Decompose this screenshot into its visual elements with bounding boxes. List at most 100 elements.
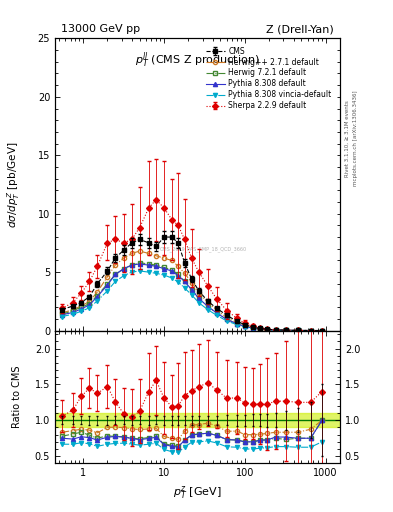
Herwig++ 2.7.1 default [189, 280, 194, 286]
Herwig++ 2.7.1 default [154, 253, 158, 259]
Pythia 8.308 default [169, 268, 174, 274]
Herwig 7.2.1 default [176, 271, 180, 278]
Herwig 7.2.1 default [295, 327, 300, 333]
Pythia 8.308 vincia-default [215, 312, 219, 318]
Pythia 8.308 default [147, 262, 151, 268]
Herwig++ 2.7.1 default [283, 327, 288, 333]
Pythia 8.308 default [189, 287, 194, 293]
Herwig 7.2.1 default [60, 311, 64, 317]
Herwig++ 2.7.1 default [113, 262, 118, 268]
Pythia 8.308 vincia-default [320, 328, 324, 334]
Line: Pythia 8.308 vincia-default: Pythia 8.308 vincia-default [60, 269, 324, 333]
Pythia 8.308 default [71, 309, 75, 315]
Herwig++ 2.7.1 default [129, 250, 134, 257]
Herwig++ 2.7.1 default [182, 270, 187, 276]
Pythia 8.308 default [79, 306, 84, 312]
Herwig 7.2.1 default [121, 266, 126, 272]
Herwig 7.2.1 default [95, 292, 100, 298]
Herwig 7.2.1 default [206, 304, 210, 310]
Pythia 8.308 vincia-default [242, 324, 247, 330]
Herwig++ 2.7.1 default [250, 325, 255, 331]
Herwig++ 2.7.1 default [87, 298, 92, 305]
Herwig 7.2.1 default [273, 327, 278, 333]
Herwig 7.2.1 default [196, 295, 201, 302]
Herwig++ 2.7.1 default [71, 307, 75, 313]
Herwig++ 2.7.1 default [215, 307, 219, 313]
Pythia 8.308 default [235, 321, 239, 327]
Y-axis label: Ratio to CMS: Ratio to CMS [12, 366, 22, 428]
Pythia 8.308 vincia-default [129, 269, 134, 275]
Pythia 8.308 default [176, 272, 180, 279]
Herwig 7.2.1 default [147, 261, 151, 267]
Pythia 8.308 default [320, 328, 324, 334]
Pythia 8.308 vincia-default [121, 272, 126, 279]
Pythia 8.308 vincia-default [235, 322, 239, 328]
Herwig 7.2.1 default [154, 262, 158, 268]
Pythia 8.308 default [308, 328, 313, 334]
Herwig 7.2.1 default [250, 325, 255, 331]
Pythia 8.308 default [283, 327, 288, 333]
Pythia 8.308 vincia-default [169, 275, 174, 281]
Pythia 8.308 default [129, 262, 134, 268]
Herwig 7.2.1 default [79, 304, 84, 310]
Pythia 8.308 default [265, 327, 270, 333]
Pythia 8.308 default [273, 327, 278, 333]
Herwig 7.2.1 default [242, 324, 247, 330]
Pythia 8.308 vincia-default [258, 326, 263, 332]
Herwig 7.2.1 default [308, 328, 313, 334]
Pythia 8.308 default [224, 316, 229, 323]
Herwig 7.2.1 default [169, 267, 174, 273]
Y-axis label: $d\sigma/dp_T^Z$ [pb/GeV]: $d\sigma/dp_T^Z$ [pb/GeV] [6, 141, 22, 228]
Pythia 8.308 default [162, 266, 166, 272]
Herwig 7.2.1 default [189, 287, 194, 293]
Herwig 7.2.1 default [265, 327, 270, 333]
Herwig++ 2.7.1 default [273, 327, 278, 333]
Legend: CMS, Herwig++ 2.7.1 default, Herwig 7.2.1 default, Pythia 8.308 default, Pythia : CMS, Herwig++ 2.7.1 default, Herwig 7.2.… [204, 45, 333, 112]
Pythia 8.308 vincia-default [176, 279, 180, 285]
Herwig++ 2.7.1 default [196, 290, 201, 296]
Herwig++ 2.7.1 default [169, 258, 174, 264]
Herwig 7.2.1 default [105, 281, 110, 287]
Line: Herwig 7.2.1 default: Herwig 7.2.1 default [60, 261, 324, 333]
Herwig++ 2.7.1 default [258, 326, 263, 332]
Pythia 8.308 vincia-default [189, 292, 194, 298]
Pythia 8.308 vincia-default [206, 307, 210, 313]
Pythia 8.308 vincia-default [95, 297, 100, 304]
Pythia 8.308 vincia-default [113, 279, 118, 285]
Pythia 8.308 vincia-default [137, 268, 142, 274]
Herwig++ 2.7.1 default [308, 328, 313, 334]
Herwig 7.2.1 default [215, 310, 219, 316]
Herwig++ 2.7.1 default [137, 248, 142, 254]
Herwig++ 2.7.1 default [242, 323, 247, 329]
Herwig++ 2.7.1 default [224, 315, 229, 321]
Pythia 8.308 default [182, 279, 187, 285]
Text: mcplots.cern.ch [arXiv:1306.3436]: mcplots.cern.ch [arXiv:1306.3436] [353, 91, 358, 186]
X-axis label: $p_T^z$ [GeV]: $p_T^z$ [GeV] [173, 484, 222, 501]
Herwig++ 2.7.1 default [295, 327, 300, 333]
Pythia 8.308 vincia-default [87, 305, 92, 311]
Pythia 8.308 vincia-default [224, 318, 229, 324]
Pythia 8.308 default [105, 282, 110, 288]
Herwig++ 2.7.1 default [320, 328, 324, 334]
Herwig++ 2.7.1 default [176, 263, 180, 269]
Herwig++ 2.7.1 default [60, 310, 64, 316]
Herwig++ 2.7.1 default [147, 250, 151, 257]
Pythia 8.308 vincia-default [196, 300, 201, 306]
Text: Rivet 3.1.10, ≥ 3.1M events: Rivet 3.1.10, ≥ 3.1M events [345, 100, 350, 177]
Pythia 8.308 default [121, 266, 126, 272]
Pythia 8.308 default [258, 326, 263, 332]
Herwig 7.2.1 default [182, 279, 187, 285]
Pythia 8.308 vincia-default [154, 270, 158, 276]
Pythia 8.308 default [113, 271, 118, 278]
Herwig++ 2.7.1 default [235, 319, 239, 326]
Pythia 8.308 vincia-default [71, 311, 75, 317]
Herwig++ 2.7.1 default [121, 255, 126, 261]
Herwig++ 2.7.1 default [79, 303, 84, 309]
Herwig++ 2.7.1 default [162, 255, 166, 261]
Herwig 7.2.1 default [87, 301, 92, 307]
Herwig 7.2.1 default [113, 271, 118, 278]
Line: Herwig++ 2.7.1 default: Herwig++ 2.7.1 default [60, 249, 324, 333]
Pythia 8.308 default [60, 312, 64, 318]
Bar [55, 413, 340, 428]
Pythia 8.308 vincia-default [182, 285, 187, 291]
